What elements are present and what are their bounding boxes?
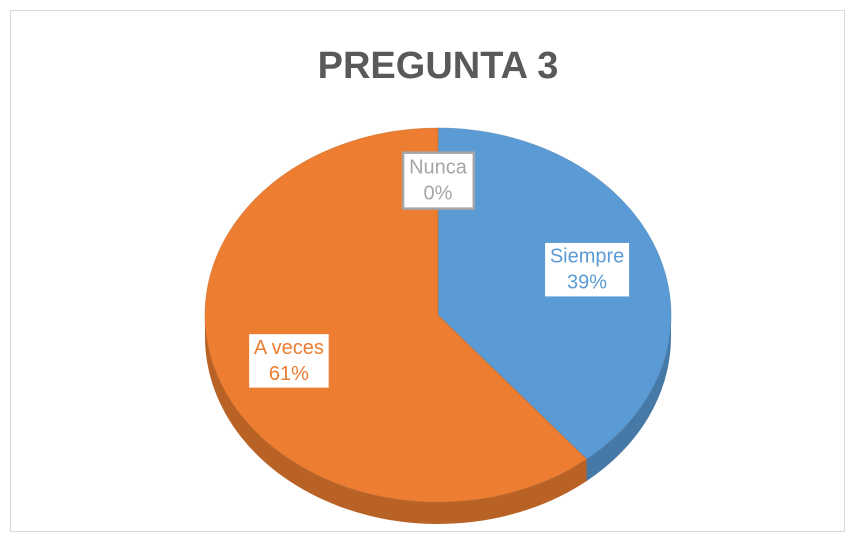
data-label-value: 61% <box>269 363 309 385</box>
pie-side <box>205 315 587 524</box>
data-label: A veces 61% <box>246 331 332 391</box>
data-label: Siempre 39% <box>542 240 632 299</box>
data-label-box <box>542 240 632 299</box>
data-label-value: 39% <box>567 272 607 294</box>
pie-side <box>586 315 671 482</box>
pie-slice <box>204 127 588 503</box>
chart-title: PREGUNTA 3 <box>318 45 559 87</box>
data-label-category: Siempre <box>550 246 624 268</box>
data-label-box <box>401 151 476 210</box>
data-label-category: A veces <box>254 337 324 359</box>
data-label-value: 0% <box>424 183 453 205</box>
data-label-box <box>246 331 332 391</box>
data-label-category: Nunca <box>409 157 468 179</box>
data-label: Nunca 0% <box>401 151 476 210</box>
